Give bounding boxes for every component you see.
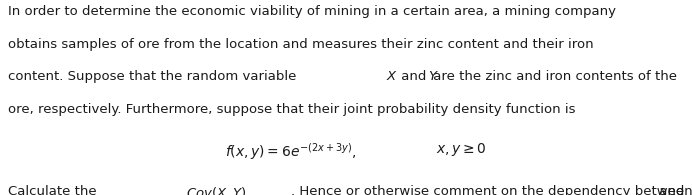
Text: In order to determine the economic viability of mining in a certain area, a mini: In order to determine the economic viabi…: [8, 5, 617, 18]
Text: $\mathit{Cov}(X, Y)$: $\mathit{Cov}(X, Y)$: [186, 185, 246, 195]
Text: ore, respectively. Furthermore, suppose that their joint probability density fun: ore, respectively. Furthermore, suppose …: [8, 103, 576, 116]
Text: content. Suppose that the random variable: content. Suppose that the random variabl…: [8, 70, 301, 83]
Text: and: and: [397, 70, 431, 83]
Text: . Hence or otherwise comment on the dependency between: . Hence or otherwise comment on the depe…: [291, 185, 692, 195]
Text: Calculate the: Calculate the: [8, 185, 101, 195]
Text: $f(x, y) = 6e^{-(2x+3y)},$: $f(x, y) = 6e^{-(2x+3y)},$: [225, 141, 356, 162]
Text: are the zinc and iron contents of the: are the zinc and iron contents of the: [429, 70, 677, 83]
Text: obtains samples of ore from the location and measures their zinc content and the: obtains samples of ore from the location…: [8, 38, 594, 51]
Text: $X$: $X$: [385, 70, 397, 83]
Text: $x, y \geq 0$: $x, y \geq 0$: [436, 141, 486, 158]
Text: $Y$: $Y$: [428, 70, 439, 83]
Text: and: and: [655, 185, 684, 195]
